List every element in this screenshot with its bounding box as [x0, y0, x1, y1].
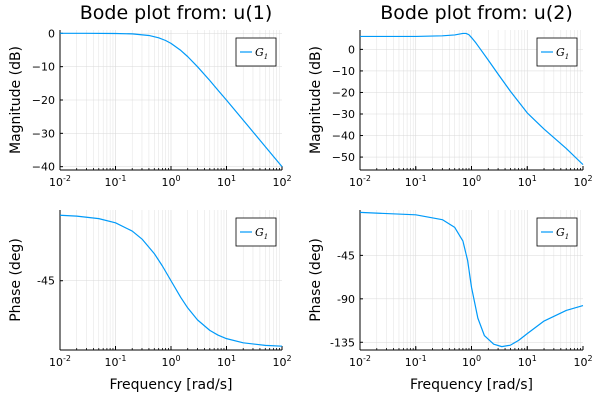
- y-tick-label: -90: [337, 293, 355, 306]
- x-tick-label: 100: [161, 354, 180, 369]
- chart-title: Bode plot from: u(2): [380, 2, 573, 24]
- x-tick-label: 10-2: [49, 174, 71, 189]
- chart-phase1: -45 10-2 10-1 100 101 102 Phase (deg) Frequency…: [8, 210, 292, 393]
- x-tick-label: 101: [217, 354, 236, 369]
- y-tick-label: 0: [348, 43, 355, 56]
- y-tick-label: −20: [332, 86, 355, 99]
- y-tick-label: −30: [332, 108, 355, 121]
- x-axis-label: Frequency [rad/s]: [410, 377, 533, 393]
- legend: G1: [536, 37, 578, 67]
- legend-label: G1: [556, 226, 569, 241]
- x-tick-label: 102: [272, 354, 291, 369]
- legend-label: G1: [255, 226, 268, 241]
- x-tick-label: 10-1: [105, 354, 127, 369]
- x-tick-label: 100: [161, 174, 180, 189]
- legend-label: G1: [255, 46, 268, 61]
- x-tick-label: 10-1: [105, 174, 127, 189]
- series-line-G1: [59, 214, 283, 347]
- chart-title: Bode plot from: u(1): [80, 2, 273, 24]
- x-tick-label: 102: [573, 354, 592, 369]
- y-axis-label: Magnitude (dB): [8, 46, 24, 154]
- x-tick-label: 10-2: [349, 174, 371, 189]
- x-tick-label: 101: [518, 174, 537, 189]
- y-tick-label: -135: [330, 336, 355, 349]
- x-axis-label: Frequency [rad/s]: [110, 377, 233, 393]
- y-axis-label: Phase (deg): [308, 238, 324, 322]
- y-tick-label: -45: [337, 249, 355, 262]
- x-tick-label: 102: [272, 174, 291, 189]
- x-tick-label: 101: [217, 174, 236, 189]
- x-tick-label: 10-2: [49, 354, 71, 369]
- chart-mag2: 0 −10 −20 −30 −40 −50 10-2 10-1 100 101 102 Bode pl…: [308, 2, 593, 189]
- y-tick-label: −40: [332, 130, 355, 143]
- y-tick-label: -45: [37, 275, 55, 288]
- x-tick-label: 102: [573, 174, 592, 189]
- x-tick-label: 10-1: [405, 174, 427, 189]
- y-axis-label: Phase (deg): [8, 238, 24, 322]
- y-tick-label: −30: [32, 127, 55, 140]
- legend: G1: [235, 37, 277, 67]
- x-tick-label: 100: [462, 354, 481, 369]
- x-tick-label: 100: [462, 174, 481, 189]
- y-tick-label: −10: [332, 65, 355, 78]
- x-tick-label: 101: [518, 354, 537, 369]
- series-line-G1: [60, 32, 283, 168]
- y-axis-label: Magnitude (dB): [308, 46, 324, 154]
- y-tick-label: −20: [32, 94, 55, 107]
- x-tick-label: 10-2: [349, 354, 371, 369]
- grid: [359, 30, 583, 170]
- series-line-G1: [360, 32, 584, 166]
- chart-phase2: -45 -90 -135 10-2 10-1 100 101 102 Phase (deg) Fr…: [308, 210, 593, 393]
- y-tick-label: 0: [48, 27, 55, 40]
- series-line-G1: [359, 211, 584, 348]
- y-tick-label: −40: [32, 161, 55, 174]
- y-tick-label: −50: [332, 151, 355, 164]
- grid: [359, 210, 583, 350]
- x-tick-label: 10-1: [405, 354, 427, 369]
- legend: G1: [536, 217, 578, 247]
- legend-label: G1: [556, 46, 569, 61]
- y-tick-label: −10: [32, 61, 55, 74]
- legend: G1: [235, 217, 277, 247]
